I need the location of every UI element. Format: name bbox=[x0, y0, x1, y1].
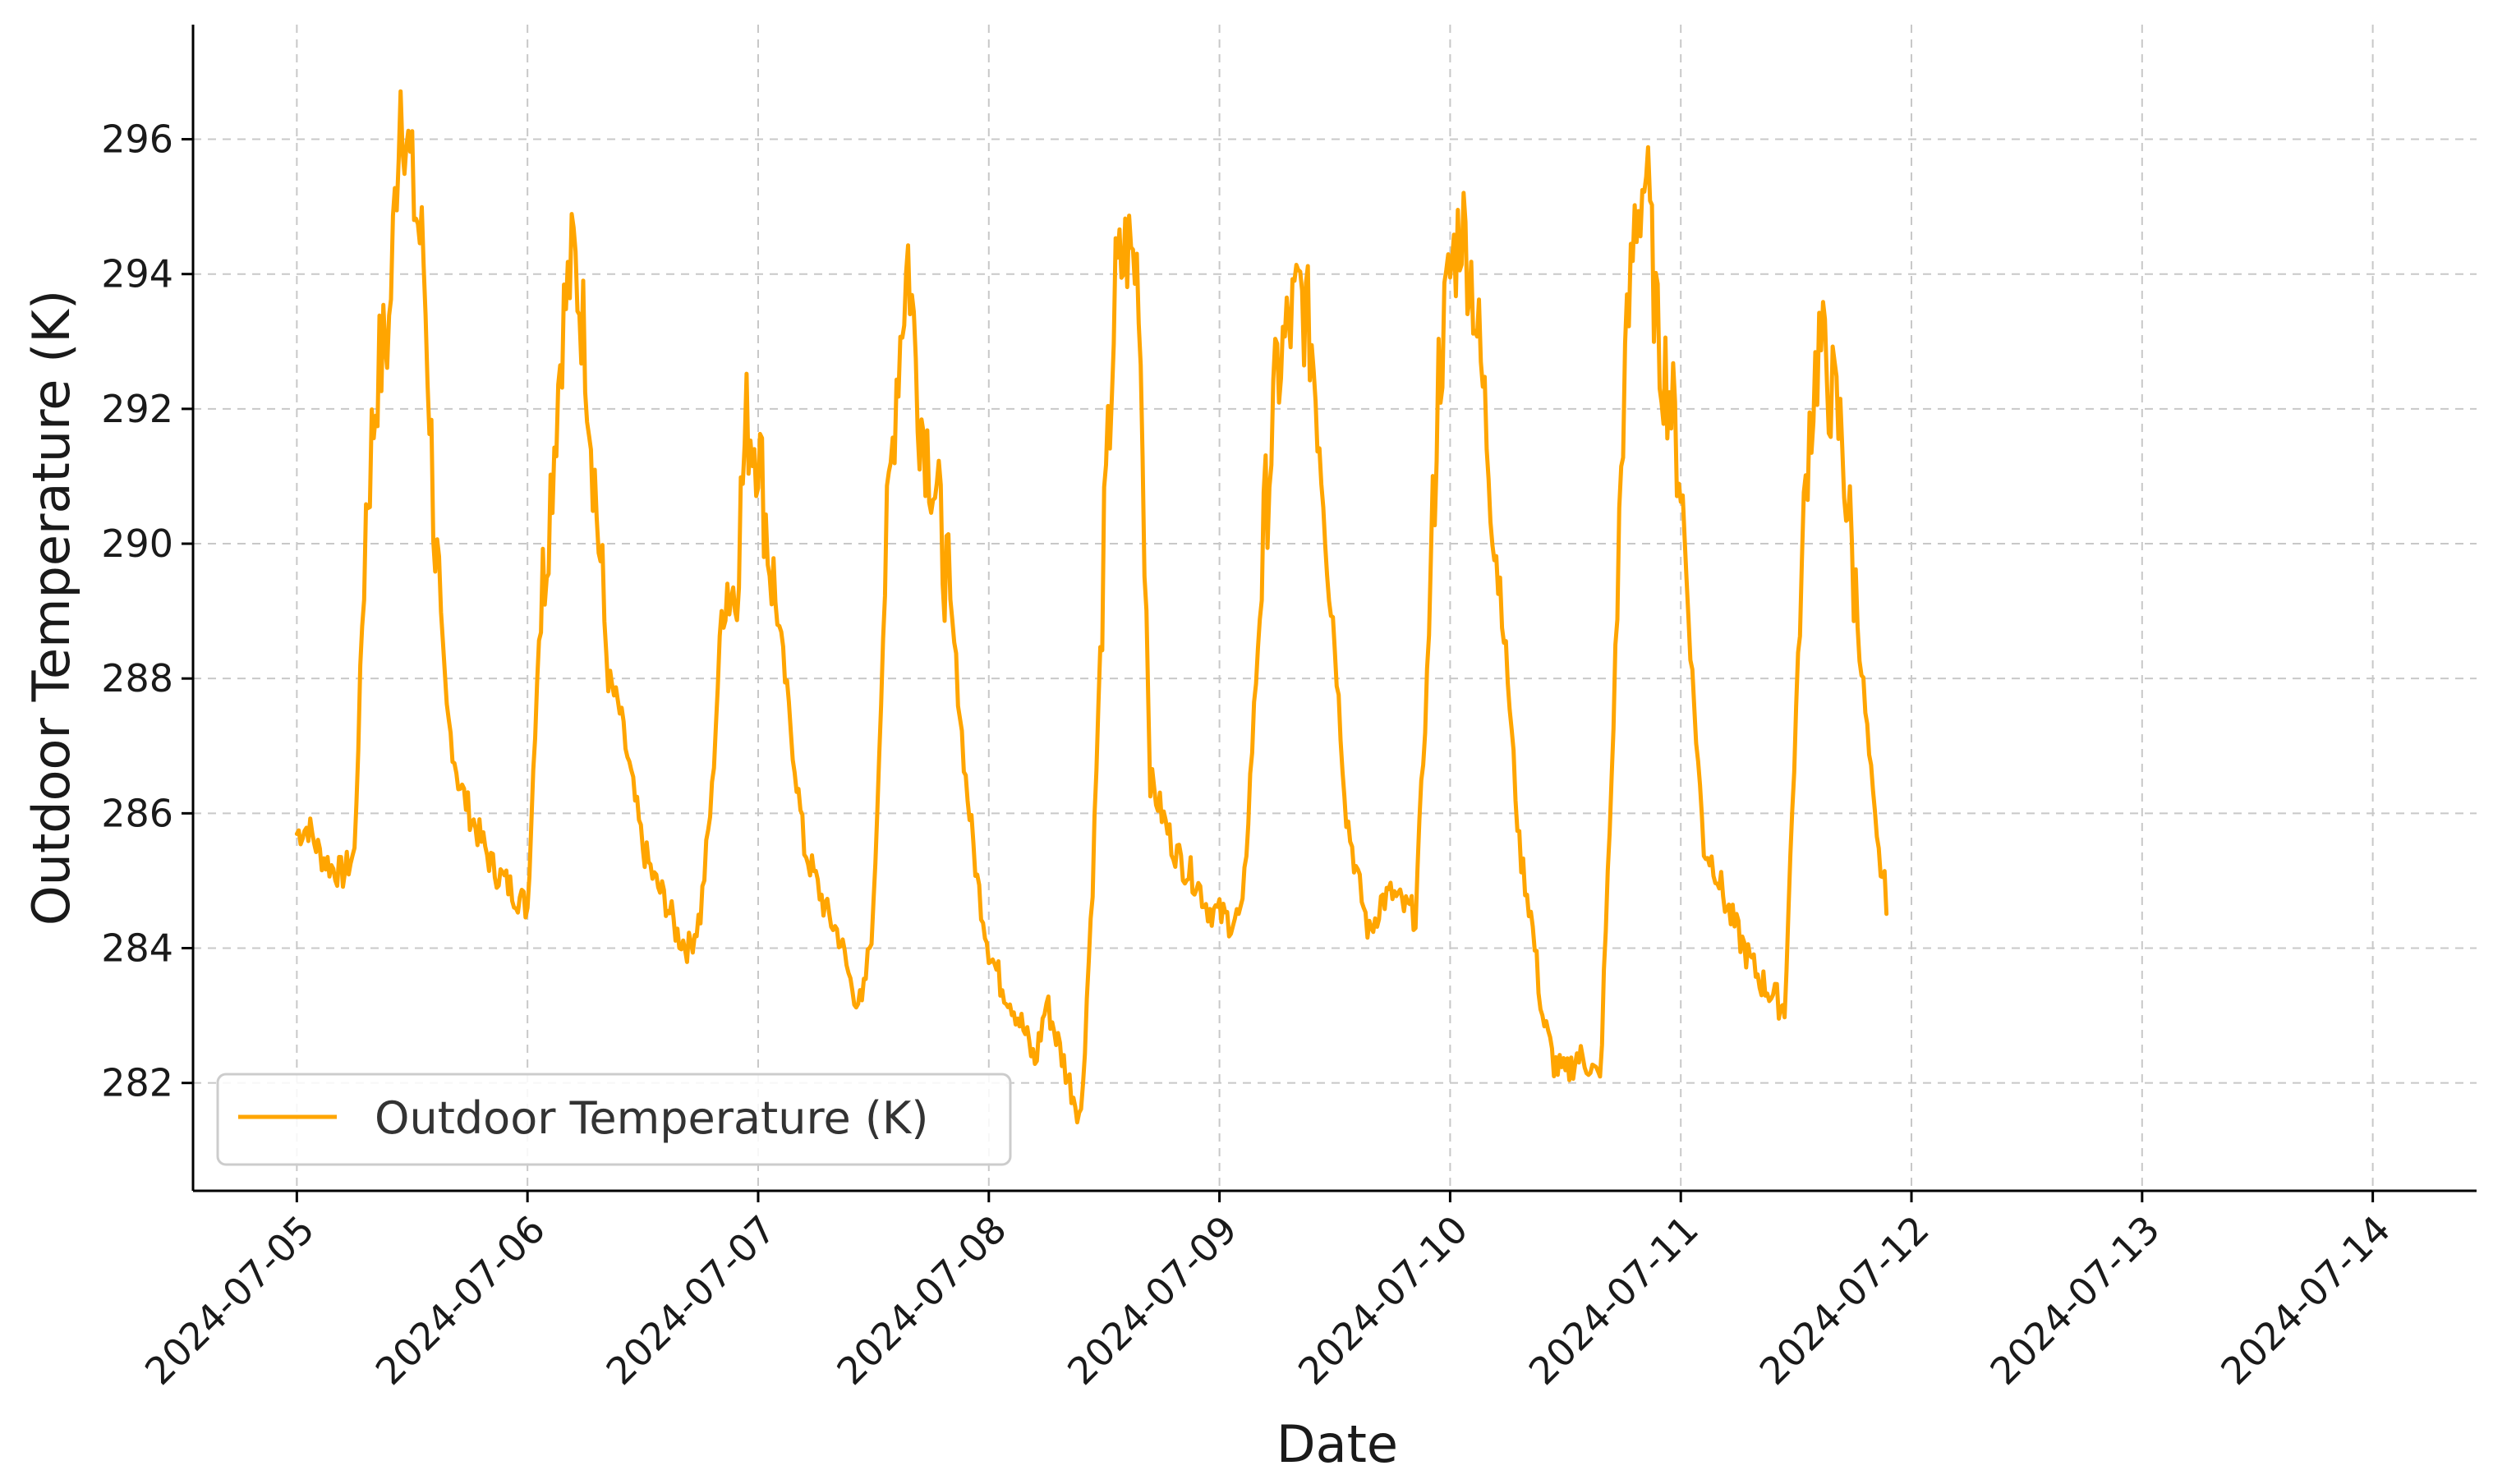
y-tick-label: 282 bbox=[101, 1061, 173, 1105]
x-tick-label: 2024-07-14 bbox=[2212, 1207, 2399, 1394]
x-tick-label: 2024-07-11 bbox=[1520, 1207, 1707, 1394]
temperature-series-line bbox=[294, 89, 1889, 1125]
axes bbox=[182, 25, 2477, 1202]
legend: Outdoor Temperature (K) bbox=[216, 1073, 1012, 1166]
y-axis-title: Outdoor Temperature (K) bbox=[21, 290, 81, 926]
y-tick-label: 284 bbox=[101, 926, 173, 971]
x-tick-label: 2024-07-10 bbox=[1290, 1207, 1476, 1394]
x-tick-label: 2024-07-09 bbox=[1059, 1207, 1245, 1394]
x-tick-label: 2024-07-06 bbox=[367, 1207, 554, 1394]
y-tick-label: 292 bbox=[101, 387, 173, 431]
x-tick-label: 2024-07-13 bbox=[1981, 1207, 2168, 1394]
y-tick-label: 296 bbox=[101, 117, 173, 162]
legend-box bbox=[216, 1073, 1012, 1166]
legend-label: Outdoor Temperature (K) bbox=[375, 1092, 928, 1144]
x-tick-label: 2024-07-07 bbox=[598, 1207, 784, 1394]
x-tick-label: 2024-07-08 bbox=[828, 1207, 1014, 1394]
y-tick-label: 290 bbox=[101, 521, 173, 566]
x-axis-title: Date bbox=[1276, 1414, 1398, 1474]
series-layer bbox=[294, 89, 1889, 1125]
y-tick-label: 294 bbox=[101, 252, 173, 296]
y-tick-label: 286 bbox=[101, 791, 173, 835]
y-tick-label: 288 bbox=[101, 656, 173, 701]
grid bbox=[193, 25, 2477, 1191]
x-tick-label: 2024-07-12 bbox=[1751, 1207, 1938, 1394]
x-tick-label: 2024-07-05 bbox=[136, 1207, 323, 1394]
